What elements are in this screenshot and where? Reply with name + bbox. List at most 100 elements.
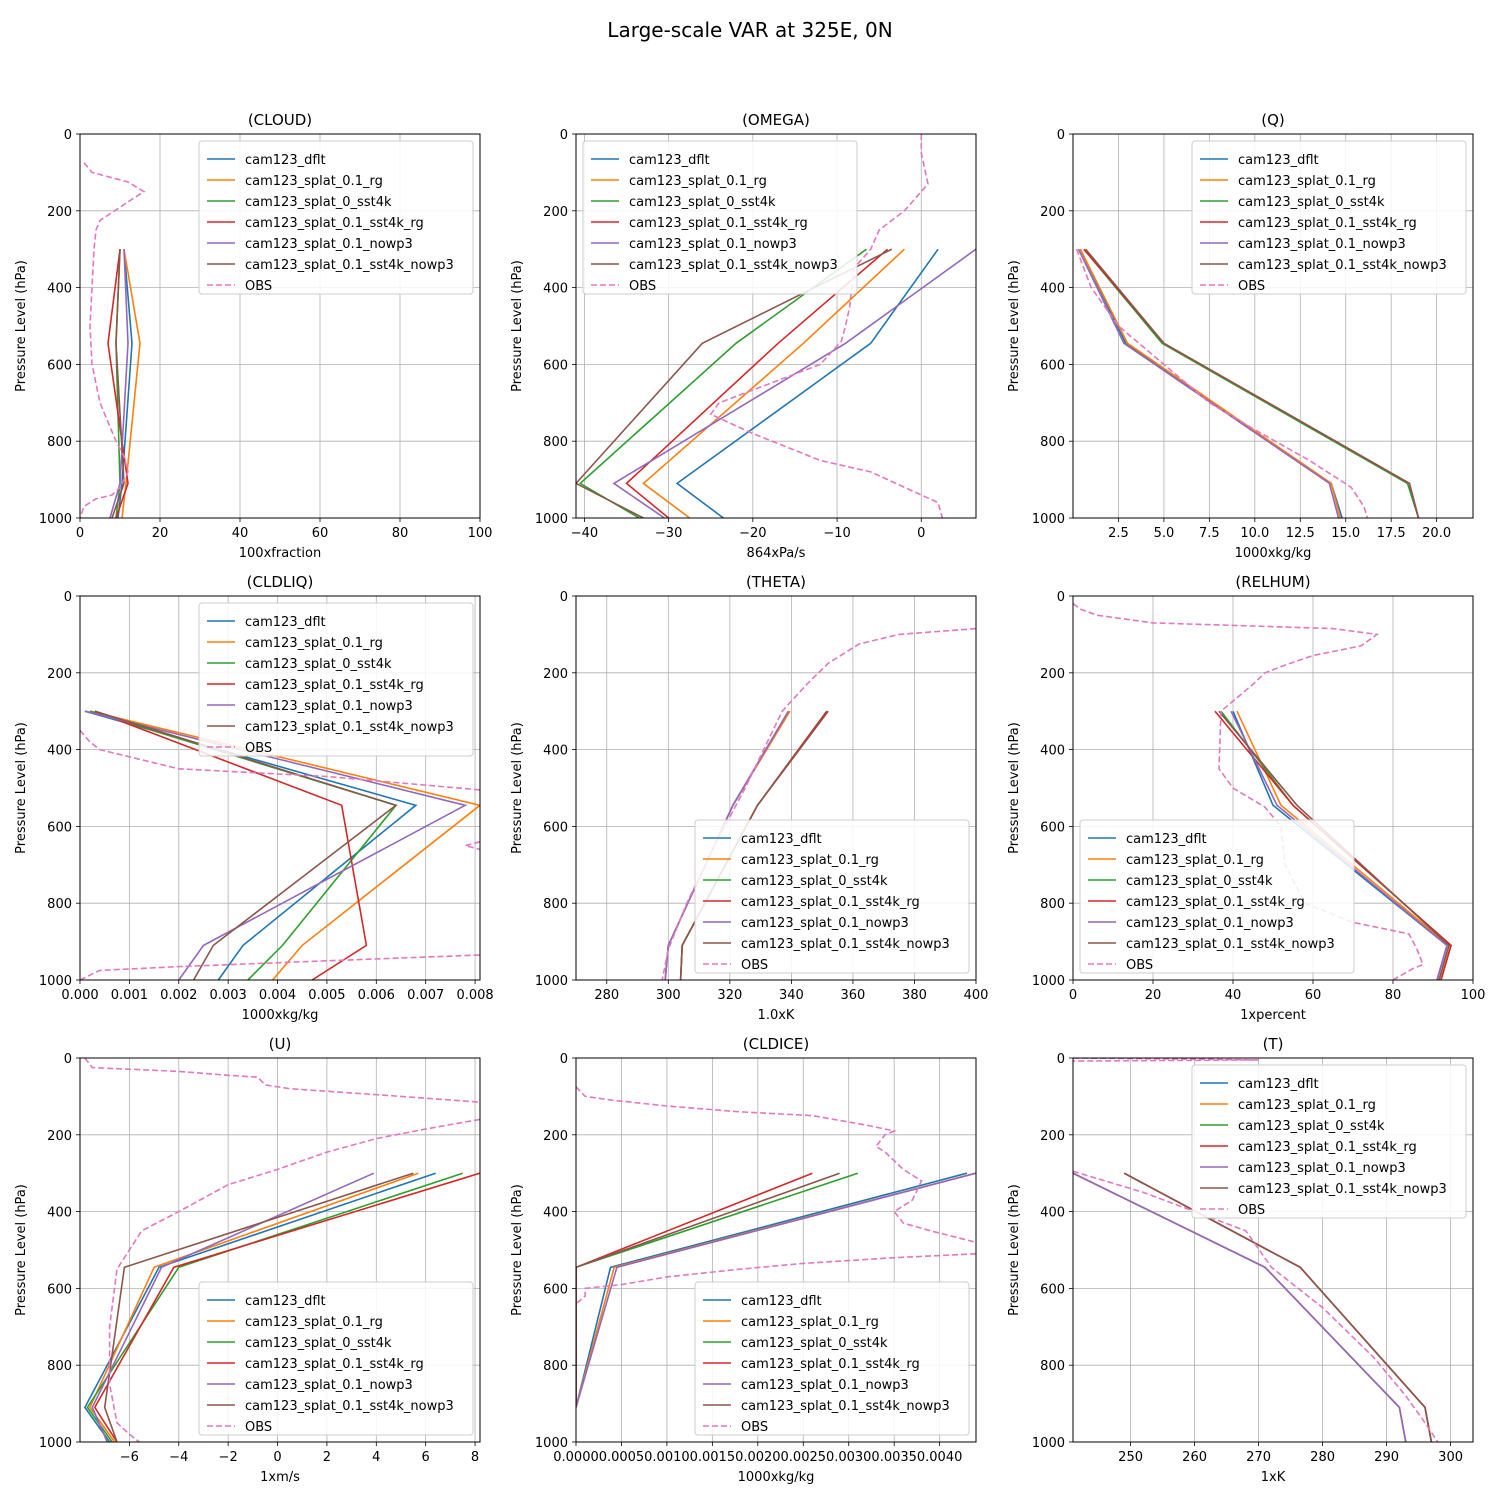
series-line-OBS: [709, 134, 944, 518]
y-tick-label: 400: [1040, 1206, 1065, 1221]
legend-label: cam123_splat_0.1_rg: [629, 174, 767, 189]
x-tick-label: 20.0: [1422, 526, 1451, 541]
legend-label: cam123_splat_0.1_nowp3: [1238, 237, 1406, 252]
y-axis-label: Pressure Level (hPa): [14, 722, 29, 854]
series-line-cam123_splat_0.1_rg: [121, 249, 141, 518]
series-line-cam123_splat_0.1_rg: [1079, 248, 1342, 518]
legend-label: cam123_splat_0.1_sst4k_rg: [245, 1357, 424, 1372]
legend-label: cam123_splat_0.1_rg: [1238, 174, 1376, 189]
x-tick-label: 0.004: [259, 988, 296, 1003]
series-line-OBS: [661, 627, 976, 980]
y-tick-label: 600: [543, 358, 568, 373]
y-tick-label: 0: [1057, 590, 1065, 605]
y-tick-label: 200: [1040, 205, 1065, 220]
legend-label: cam123_dflt: [741, 1294, 822, 1309]
y-tick-label: 1000: [535, 974, 568, 989]
x-tick-label: 40: [1225, 988, 1242, 1003]
axes-frame: [79, 595, 481, 981]
x-axis-label: 864xPa/s: [747, 546, 806, 561]
legend: cam123_dflt cam123_splat_0.1_rg cam123_spl…: [1191, 1064, 1467, 1219]
x-axis-label: 1000xkg/kg: [738, 1470, 815, 1485]
x-tick-label: 320: [717, 988, 742, 1003]
x-axis-label: 1.0xK: [758, 1008, 795, 1023]
legend-label: cam123_splat_0.1_rg: [245, 174, 383, 189]
legend-label: OBS: [1126, 958, 1153, 973]
panel-title: (THETA): [746, 573, 806, 591]
series-line-cam123_splat_0.1_sst4k_nowp3: [576, 1172, 840, 1408]
y-tick-label: 0: [64, 128, 72, 143]
series-line-cam123_dflt: [675, 248, 939, 518]
y-tick-label: 200: [543, 1129, 568, 1144]
x-tick-label: 0.0010: [644, 1450, 690, 1465]
y-axis-label: Pressure Level (hPa): [510, 722, 525, 854]
legend-label: cam123_splat_0_sst4k: [245, 657, 392, 672]
x-tick-label: 0.006: [358, 988, 395, 1003]
y-tick-label: 200: [47, 667, 72, 682]
panel-cldice: 0.0000 0.0005 0.0010 0.0015 0.0020 0.0025 0.00…: [510, 1035, 977, 1485]
legend-label: OBS: [741, 958, 768, 973]
y-tick-label: 600: [47, 1282, 72, 1297]
legend-label: cam123_splat_0.1_rg: [741, 853, 879, 868]
series-line-cam123_splat_0.1_rg: [642, 248, 905, 518]
series-line-OBS: [576, 1086, 976, 1244]
panel-title: (CLDLIQ): [247, 573, 314, 591]
x-tick-label: 6: [422, 1450, 430, 1465]
x-tick-label: 290: [1374, 1450, 1399, 1465]
series-line-cam123_dflt: [84, 710, 418, 980]
x-tick-label: 2: [323, 1450, 331, 1465]
legend-label: cam123_splat_0.1_nowp3: [1238, 1161, 1406, 1176]
legend-label: cam123_dflt: [245, 615, 326, 630]
x-tick-label: −6: [120, 1450, 139, 1465]
legend-label: cam123_splat_0_sst4k: [741, 1336, 888, 1351]
panel-title: (T): [1263, 1035, 1284, 1053]
series-line-cam123_splat_0.1_sst4k_rg: [625, 248, 889, 518]
panel-t: 250 260 270 280 290 300 0 200 400 600 800 1000 (T) 1x…: [1007, 1035, 1474, 1485]
x-tick-label: 340: [779, 988, 804, 1003]
legend-label: cam123_splat_0.1_sst4k_rg: [741, 1357, 920, 1372]
y-tick-label: 1000: [1032, 974, 1065, 989]
axes-frame: [575, 133, 977, 519]
y-tick-label: 200: [47, 205, 72, 220]
y-tick-label: 600: [1040, 1282, 1065, 1297]
axes-frame: [575, 595, 977, 981]
x-tick-label: 300: [656, 988, 681, 1003]
legend-label: cam123_splat_0_sst4k: [1126, 874, 1273, 889]
y-tick-label: 400: [543, 744, 568, 759]
x-axis-label: 1000xkg/kg: [242, 1008, 319, 1023]
x-tick-label: 280: [1310, 1450, 1335, 1465]
y-axis-label: Pressure Level (hPa): [510, 260, 525, 392]
series-line-OBS: [80, 954, 480, 980]
y-tick-label: 800: [543, 435, 568, 450]
y-tick-label: 400: [47, 282, 72, 297]
x-axis-label: 1000xkg/kg: [1235, 546, 1312, 561]
y-tick-label: 600: [47, 358, 72, 373]
panel-q: 2.5 5.0 7.5 10.0 12.5 15.0 17.5 20.0 0 200 400 600 8…: [1007, 111, 1474, 561]
x-tick-label: 12.5: [1286, 526, 1315, 541]
legend-label: cam123_splat_0_sst4k: [245, 1336, 392, 1351]
legend-label: cam123_splat_0.1_nowp3: [245, 1378, 413, 1393]
legend-label: cam123_splat_0_sst4k: [1238, 1119, 1385, 1134]
legend-label: cam123_splat_0.1_nowp3: [245, 699, 413, 714]
x-tick-label: 0.0005: [599, 1450, 645, 1465]
series-line-cam123_splat_0.1_nowp3: [612, 248, 976, 518]
x-tick-label: 20: [152, 526, 169, 541]
panel-title: (OMEGA): [742, 111, 810, 129]
x-tick-label: 7.5: [1199, 526, 1220, 541]
series-line-cam123_dflt: [117, 249, 133, 518]
legend-label: cam123_splat_0.1_rg: [1238, 1098, 1376, 1113]
series-line-cam123_splat_0.1_sst4k_nowp3: [1085, 248, 1420, 518]
y-tick-label: 1000: [39, 1436, 72, 1451]
x-tick-label: 0.000: [61, 988, 98, 1003]
x-tick-label: 360: [841, 988, 866, 1003]
legend-label: cam123_splat_0.1_sst4k_nowp3: [245, 1399, 454, 1414]
x-tick-label: 40: [232, 526, 249, 541]
axes-frame: [1072, 1057, 1474, 1443]
axes-frame: [79, 133, 481, 519]
legend-label: cam123_splat_0.1_sst4k_nowp3: [741, 1399, 950, 1414]
series-line-cam123_dflt: [576, 1172, 968, 1408]
legend: cam123_dflt cam123_splat_0.1_rg cam123_spl…: [1191, 140, 1467, 295]
y-tick-label: 600: [1040, 358, 1065, 373]
y-tick-label: 400: [543, 1206, 568, 1221]
y-tick-label: 200: [47, 1129, 72, 1144]
